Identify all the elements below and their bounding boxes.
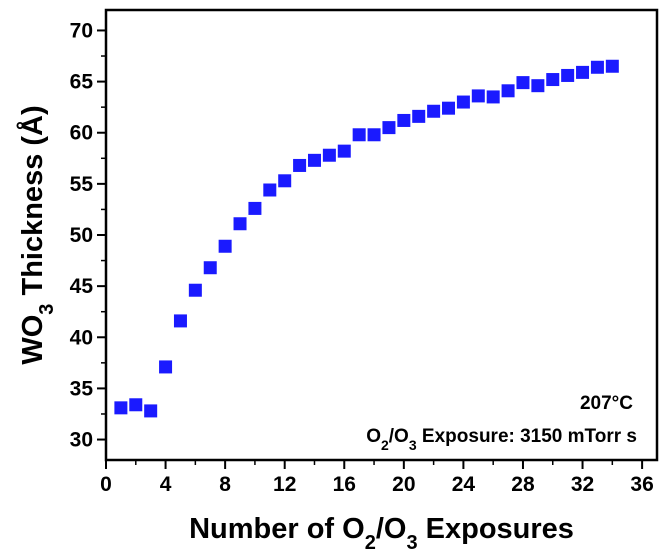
data-point [233,217,247,231]
data-point [576,65,590,79]
data-point [114,401,128,415]
data-point [278,174,292,188]
data-point [427,104,441,118]
data-point [590,60,604,74]
data-point [516,76,530,90]
data-point [442,101,456,115]
plot-frame [104,8,659,462]
data-point [188,283,202,297]
data-point [605,59,619,73]
data-point [248,201,262,215]
x-axis-ticks [105,460,644,469]
y-tick-label: 50 [70,224,93,247]
x-tick-label: 16 [333,473,356,496]
y-tick-label: 35 [70,377,94,400]
data-point [173,314,187,328]
data-point [531,79,545,93]
temperature-annotation: 207°C [580,393,633,414]
x-tick-label: 0 [100,473,112,496]
y-tick-label: 60 [70,122,93,145]
data-point [561,68,575,82]
data-point [218,239,232,253]
data-point [501,84,515,98]
y-tick-labels: 30 35 40 45 50 55 60 65 70 [70,19,94,451]
x-tick-label: 4 [160,473,172,496]
data-point [337,144,351,158]
data-point [397,113,411,127]
y-tick-label: 70 [70,19,93,42]
data-points [114,59,619,418]
data-point [144,404,158,418]
x-tick-label: 28 [511,473,535,496]
x-axis-title: Number of O2/O3 Exposures [189,513,574,550]
y-tick-label: 30 [70,429,93,452]
y-tick-label: 55 [70,173,94,196]
data-point [456,95,470,109]
data-point [471,89,485,103]
data-point [293,158,307,172]
data-point [367,128,381,142]
data-point [546,73,560,87]
y-tick-label: 65 [70,71,94,94]
x-tick-label: 24 [452,473,476,496]
data-point [307,153,321,167]
x-tick-label: 12 [273,473,296,496]
x-tick-label: 20 [392,473,415,496]
data-point [263,183,277,197]
data-point [129,398,143,412]
data-point [352,128,366,142]
data-point [382,121,396,135]
y-axis-ticks [97,29,106,441]
data-point [412,109,426,123]
y-tick-label: 45 [70,275,94,298]
x-tick-labels: 0 4 8 12 16 20 24 28 32 36 [100,473,654,496]
y-tick-label: 40 [70,326,93,349]
x-tick-label: 36 [630,473,653,496]
data-point [203,261,217,275]
x-tick-label: 8 [219,473,231,496]
x-tick-label: 32 [571,473,594,496]
exposure-annotation: O2/O3 Exposure: 3150 mTorr s [366,426,637,453]
data-point [486,90,500,104]
data-point [322,148,336,162]
y-axis-title: WO3 Thickness (Å) [16,105,58,364]
data-point [159,360,173,374]
